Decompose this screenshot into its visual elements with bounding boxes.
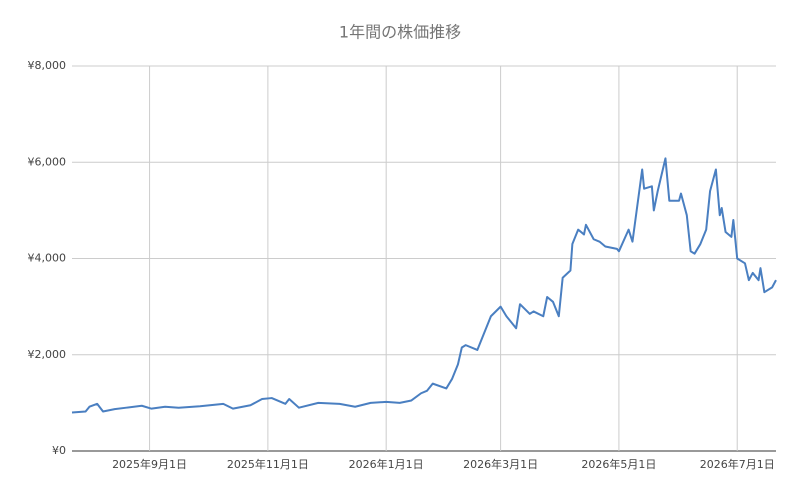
y-tick-label: ¥4,000 [28, 252, 67, 265]
x-tick-label: 2025年11月1日 [227, 457, 309, 471]
y-tick-label: ¥8,000 [28, 59, 67, 72]
x-tick-label: 2026年1月1日 [349, 457, 424, 471]
chart-title: 1年間の株価推移 [339, 23, 461, 42]
price-line [71, 157, 777, 414]
y-tick-label: ¥0 [52, 444, 66, 457]
x-tick-label: 2026年3月1日 [463, 457, 538, 471]
y-tick-label: ¥2,000 [28, 348, 67, 361]
x-tick-label: 2026年5月1日 [581, 457, 656, 471]
x-tick-label: 2025年9月1日 [112, 457, 187, 471]
x-tick-label: 2026年7月1日 [700, 457, 775, 471]
y-tick-label: ¥6,000 [28, 155, 67, 168]
